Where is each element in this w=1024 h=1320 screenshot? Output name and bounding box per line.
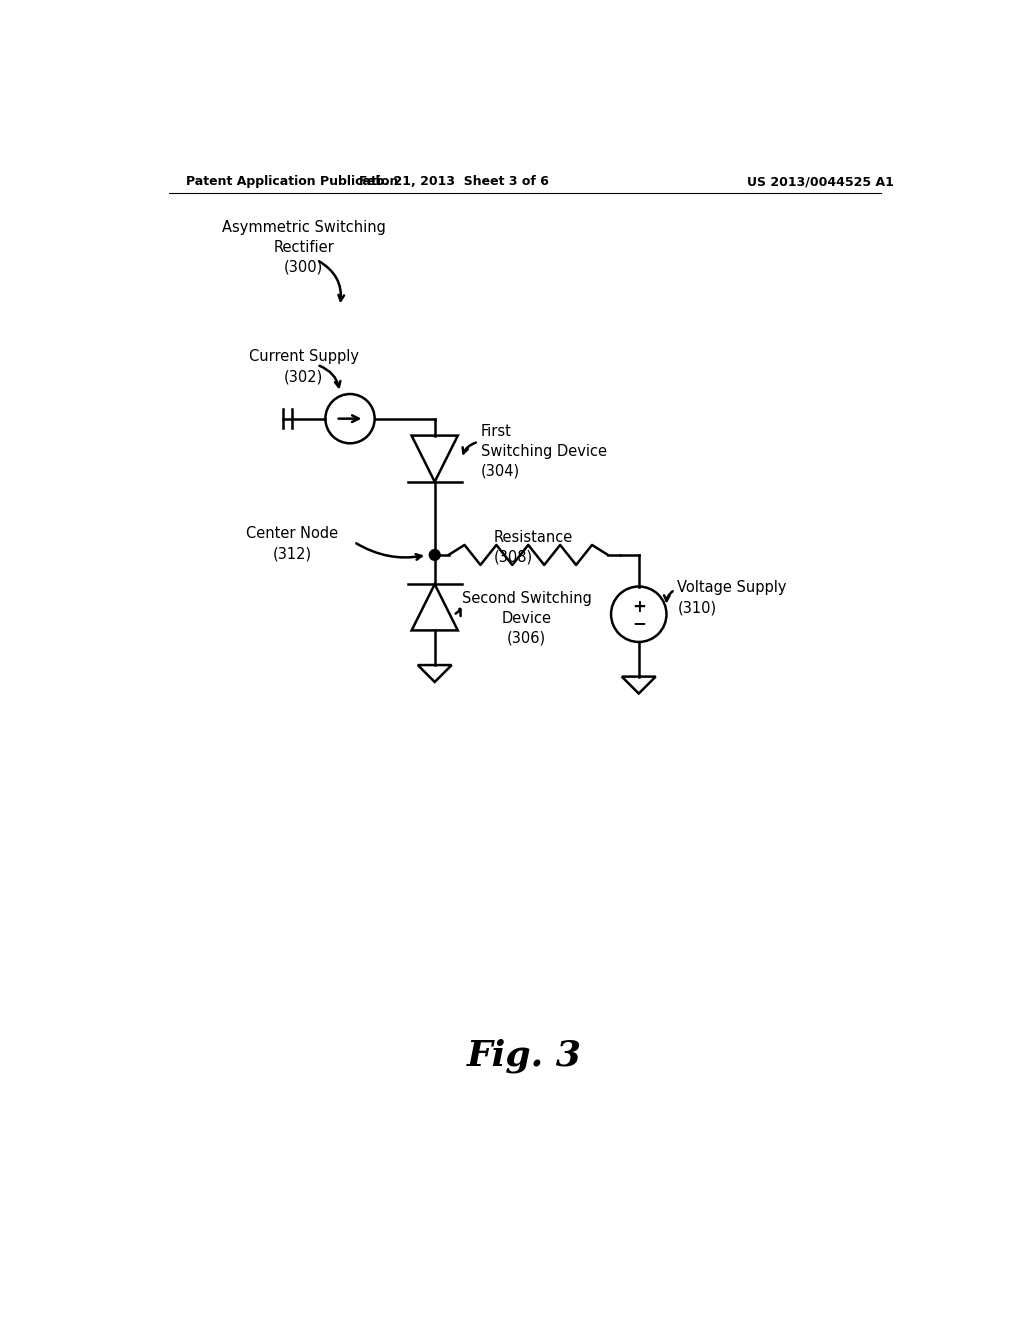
Circle shape	[429, 549, 440, 561]
Text: +: +	[632, 598, 646, 615]
Text: Resistance
(308): Resistance (308)	[494, 529, 573, 565]
Text: Patent Application Publication: Patent Application Publication	[186, 176, 398, 189]
Text: Asymmetric Switching
Rectifier
(300): Asymmetric Switching Rectifier (300)	[222, 220, 386, 275]
Text: Fig. 3: Fig. 3	[467, 1039, 583, 1073]
Text: US 2013/0044525 A1: US 2013/0044525 A1	[746, 176, 893, 189]
Text: Second Switching
Device
(306): Second Switching Device (306)	[462, 591, 592, 645]
Text: Center Node
(312): Center Node (312)	[246, 527, 338, 561]
Text: Feb. 21, 2013  Sheet 3 of 6: Feb. 21, 2013 Sheet 3 of 6	[359, 176, 549, 189]
Text: Voltage Supply
(310): Voltage Supply (310)	[677, 581, 786, 615]
Text: Current Supply
(302): Current Supply (302)	[249, 350, 358, 384]
Text: First
Switching Device
(304): First Switching Device (304)	[481, 424, 607, 479]
Text: −: −	[632, 614, 646, 632]
